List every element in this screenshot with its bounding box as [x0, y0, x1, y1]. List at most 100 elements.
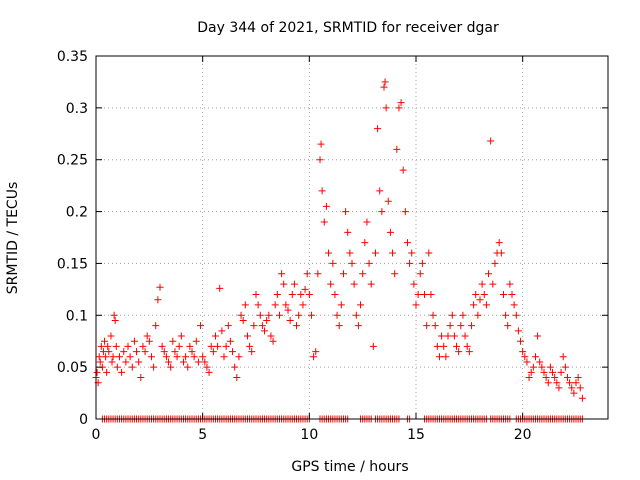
data-point — [482, 301, 490, 309]
x-tick-label: 0 — [92, 427, 101, 443]
data-point — [568, 384, 576, 392]
data-point — [508, 291, 516, 299]
data-point — [512, 311, 520, 319]
data-point — [201, 358, 209, 366]
data-point — [342, 208, 350, 216]
data-point — [485, 270, 493, 278]
data-point — [112, 342, 120, 350]
data-point — [555, 384, 563, 392]
data-point — [122, 358, 130, 366]
data-point — [453, 342, 461, 350]
data-point — [519, 348, 527, 356]
data-point — [531, 353, 539, 361]
data-point — [108, 358, 116, 366]
data-point — [130, 337, 138, 345]
data-point — [231, 363, 239, 371]
data-point — [314, 270, 322, 278]
data-point — [194, 358, 202, 366]
data-point — [425, 249, 433, 257]
data-point — [380, 83, 388, 91]
data-point — [352, 311, 360, 319]
data-point — [241, 301, 249, 309]
data-point — [254, 301, 262, 309]
data-point — [211, 332, 219, 340]
data-point — [337, 301, 345, 309]
data-point — [534, 332, 542, 340]
axis-ticks — [95, 55, 608, 420]
data-point — [421, 291, 429, 299]
data-point — [376, 187, 384, 195]
data-point — [517, 337, 525, 345]
data-point — [359, 270, 367, 278]
data-point — [546, 363, 554, 371]
data-point — [474, 311, 482, 319]
data-point — [139, 342, 147, 350]
data-point — [333, 311, 341, 319]
data-point — [218, 327, 226, 335]
data-point — [406, 259, 414, 267]
data-point — [346, 249, 354, 257]
data-point — [576, 384, 584, 392]
data-point — [207, 342, 215, 350]
data-point — [386, 228, 394, 236]
data-point — [160, 348, 168, 356]
y-tick-label: 0.35 — [57, 49, 88, 65]
data-point — [318, 187, 326, 195]
data-point — [248, 348, 256, 356]
data-point — [549, 368, 557, 376]
data-point — [293, 322, 301, 330]
data-point — [282, 301, 290, 309]
data-point — [418, 259, 426, 267]
data-point — [574, 374, 582, 382]
data-point — [169, 337, 177, 345]
data-point — [403, 239, 411, 247]
data-point — [523, 358, 531, 366]
data-point — [192, 337, 200, 345]
data-point — [222, 342, 230, 350]
data-point — [171, 348, 179, 356]
data-point — [246, 342, 254, 350]
data-point — [107, 332, 115, 340]
data-point — [578, 394, 586, 402]
data-point — [105, 348, 113, 356]
data-point — [521, 353, 529, 361]
y-tick-label: 0.05 — [57, 360, 88, 376]
data-point — [162, 353, 170, 361]
data-point — [256, 311, 264, 319]
data-point — [156, 283, 164, 291]
data-point — [243, 332, 251, 340]
data-point — [280, 280, 288, 288]
data-point — [329, 259, 337, 267]
y-tick-label: 0.25 — [57, 153, 88, 169]
y-axis-label: SRMTID / TECUs — [5, 182, 21, 295]
data-point — [203, 363, 211, 371]
data-point — [384, 197, 392, 205]
data-point — [442, 353, 450, 361]
data-point — [102, 353, 110, 361]
data-point — [96, 358, 104, 366]
data-point — [173, 353, 181, 361]
data-point — [95, 353, 103, 361]
data-point — [179, 358, 187, 366]
data-point — [457, 322, 465, 330]
data-point — [301, 285, 309, 293]
data-point — [152, 322, 160, 330]
data-point — [374, 125, 382, 133]
data-point — [440, 342, 448, 350]
data-point — [305, 291, 313, 299]
data-point — [235, 353, 243, 361]
data-point — [499, 291, 507, 299]
data-point — [143, 332, 151, 340]
chart-title: Day 344 of 2021, SRMTID for receiver dga… — [197, 20, 499, 36]
data-point — [320, 218, 328, 226]
grid — [96, 56, 608, 419]
data-point — [188, 348, 196, 356]
data-point — [101, 337, 109, 345]
data-point — [553, 379, 561, 387]
data-point — [271, 301, 279, 309]
data-point — [542, 374, 550, 382]
data-point — [145, 337, 153, 345]
data-point — [401, 208, 409, 216]
data-point — [295, 311, 303, 319]
data-point — [135, 358, 143, 366]
